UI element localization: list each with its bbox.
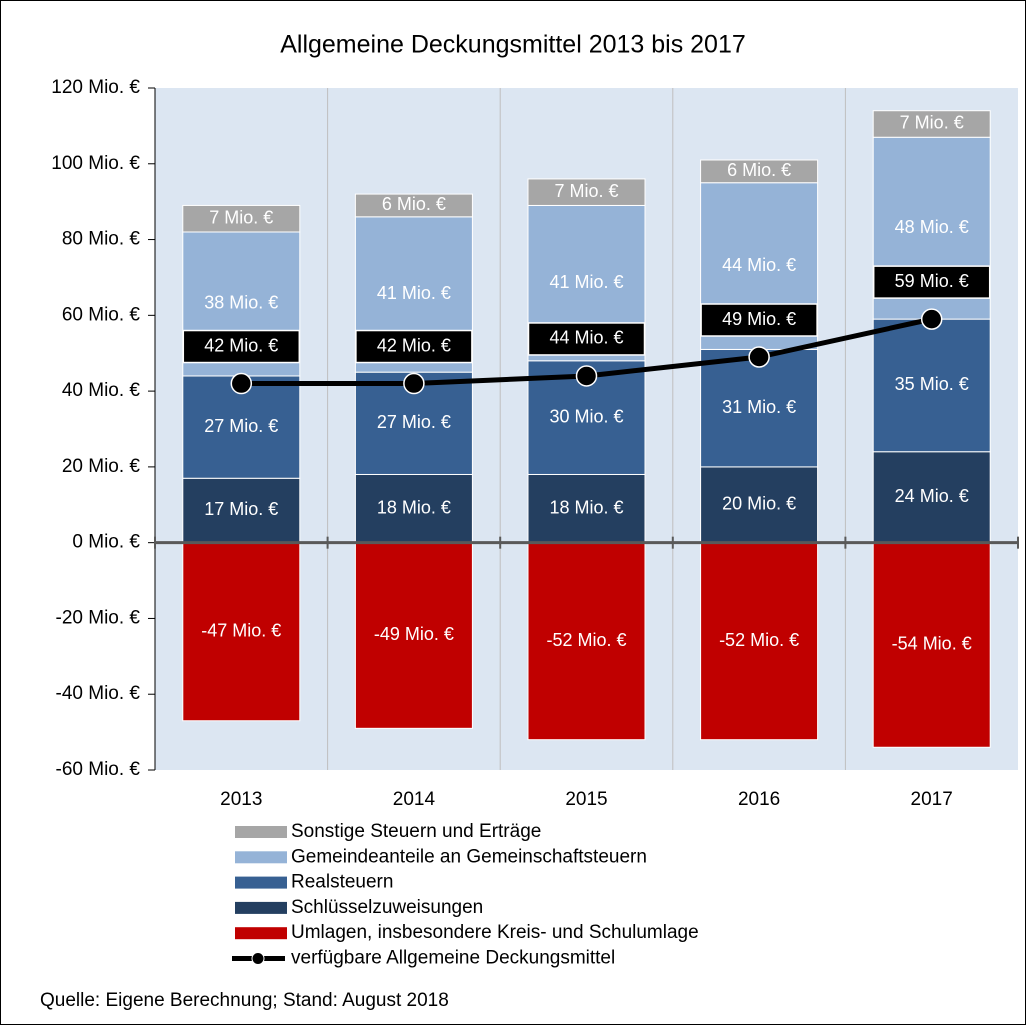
legend-swatch [235, 851, 287, 864]
bar-segment [354, 542, 473, 729]
bar-segment [527, 473, 646, 544]
value-label: -47 Mio. € [201, 620, 281, 640]
x-tick-label: 2017 [911, 789, 953, 810]
value-label: 41 Mio. € [549, 272, 623, 292]
x-tick-label: 2013 [220, 789, 262, 810]
value-label: 7 Mio. € [900, 113, 964, 133]
legend-label: Sonstige Steuern und Erträge [291, 821, 541, 842]
value-label: 17 Mio. € [204, 499, 278, 519]
line-value-label: 44 Mio. € [549, 328, 623, 348]
value-label: 24 Mio. € [895, 486, 969, 506]
value-label: 30 Mio. € [549, 406, 623, 426]
bar-segment [872, 451, 991, 544]
legend-label: Schlüsselzuweisungen [291, 897, 483, 918]
legend-label: Realsteuern [291, 872, 393, 893]
chart-title: Allgemeine Deckungsmittel 2013 bis 2017 [280, 31, 746, 59]
value-label: -52 Mio. € [719, 630, 799, 650]
value-label: 6 Mio. € [727, 160, 791, 180]
bar-segment [872, 318, 991, 453]
value-label: 44 Mio. € [722, 255, 796, 275]
line-label-box [182, 329, 301, 364]
bar-segment [527, 178, 646, 206]
value-label: 7 Mio. € [554, 181, 618, 201]
legend-label: verfügbare Allgemeine Deckungsmittel [291, 948, 615, 969]
y-tick-label: 80 Mio. € [62, 229, 141, 250]
line-value-label: 42 Mio. € [377, 335, 451, 355]
x-tick-label: 2014 [393, 789, 436, 810]
line-value-label: 59 Mio. € [895, 271, 969, 291]
line-label-box [527, 322, 646, 356]
value-label: 38 Mio. € [204, 293, 278, 313]
value-label: 18 Mio. € [549, 497, 623, 517]
line-label-box [872, 265, 991, 299]
y-tick-label: 20 Mio. € [62, 456, 141, 477]
legend-swatch [235, 826, 287, 838]
line-label-box [355, 329, 473, 364]
bar-segment [354, 193, 473, 218]
y-tick-label: 120 Mio. € [51, 77, 140, 98]
y-tick-label: -20 Mio. € [56, 607, 141, 628]
y-tick-label: 0 Mio. € [72, 532, 140, 553]
legend-marker [251, 952, 265, 965]
source-note: Quelle: Eigene Berechnung; Stand: August… [40, 990, 449, 1011]
line-marker [920, 308, 943, 330]
x-tick-label: 2015 [565, 789, 607, 810]
value-label: -52 Mio. € [546, 630, 626, 650]
legend-swatch [235, 927, 287, 940]
bar-segment [354, 473, 473, 544]
y-tick-label: 100 Mio. € [51, 153, 140, 174]
value-label: 7 Mio. € [209, 207, 273, 227]
legend-label: Gemeindeanteile an Gemeinschaftsteuern [291, 846, 647, 867]
line-marker [575, 365, 598, 387]
value-label: 35 Mio. € [895, 374, 969, 394]
bar-segment [182, 204, 301, 233]
line-label-box [700, 303, 818, 337]
legend-label: Umlagen, insbesondere Kreis- und Schulum… [291, 922, 699, 943]
bar-segment [700, 348, 819, 468]
line-value-label: 49 Mio. € [722, 309, 796, 329]
bar-segment [872, 542, 991, 748]
bar-segment [700, 542, 819, 741]
x-tick-label: 2016 [738, 789, 780, 810]
value-label: 27 Mio. € [377, 412, 451, 432]
bar-segment [527, 542, 646, 741]
line-marker [230, 372, 253, 395]
line-marker [403, 372, 425, 395]
value-label: 41 Mio. € [377, 283, 451, 303]
value-label: 31 Mio. € [722, 397, 796, 417]
value-label: 27 Mio. € [204, 416, 278, 436]
legend-swatch [235, 876, 287, 889]
bar-segment [700, 159, 819, 184]
y-tick-label: -40 Mio. € [56, 683, 141, 704]
value-label: 6 Mio. € [382, 194, 446, 214]
value-label: 18 Mio. € [377, 497, 451, 517]
y-tick-label: 60 Mio. € [62, 304, 141, 325]
y-tick-label: 40 Mio. € [62, 380, 141, 401]
value-label: 20 Mio. € [722, 494, 796, 514]
y-tick-label: -60 Mio. € [56, 759, 141, 780]
bar-segment [872, 110, 991, 138]
value-label: -49 Mio. € [374, 624, 454, 644]
bar-segment [700, 466, 819, 544]
value-label: 48 Mio. € [895, 217, 969, 237]
legend-swatch [235, 901, 287, 914]
value-label: -54 Mio. € [892, 634, 972, 654]
line-marker [748, 346, 770, 368]
line-value-label: 42 Mio. € [204, 335, 278, 355]
